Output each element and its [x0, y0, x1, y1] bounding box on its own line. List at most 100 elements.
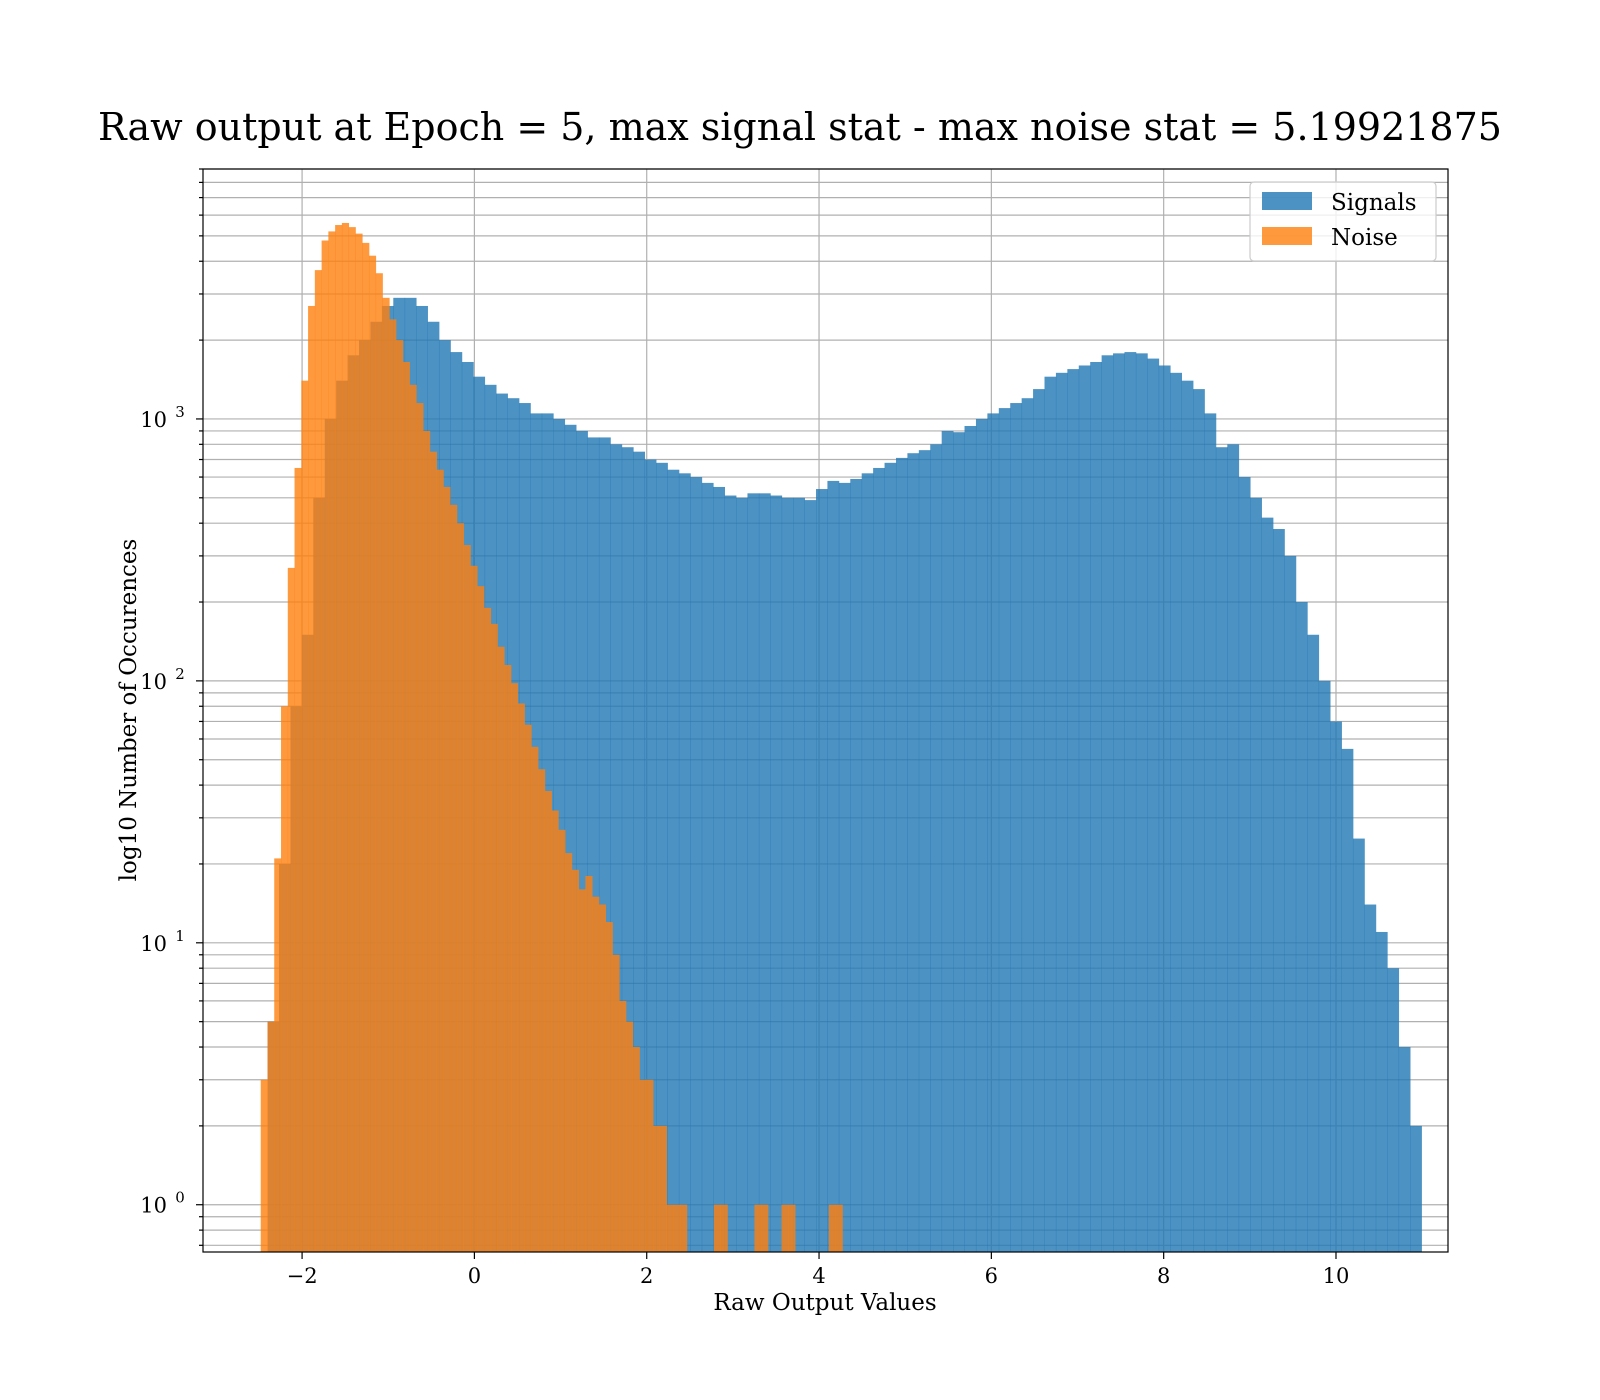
noise-bar [538, 769, 546, 1252]
signals-bar [827, 480, 840, 1252]
signals-bar [644, 459, 657, 1252]
noise-bar [416, 403, 424, 1252]
noise-bar [409, 384, 417, 1252]
signals-bar [861, 473, 874, 1252]
signals-bar [1204, 413, 1217, 1252]
signals-bar [1330, 721, 1342, 1252]
signals-bar [1250, 497, 1262, 1252]
signals-bar [1033, 389, 1045, 1253]
noise-bar [497, 646, 505, 1252]
noise-bar [632, 1047, 640, 1252]
noise-bar [524, 724, 532, 1252]
noise-bar [592, 896, 600, 1252]
signals-bar [1375, 931, 1388, 1252]
noise-bar [531, 746, 539, 1252]
y-tick-label: 10 [140, 1194, 167, 1218]
signals-bar [633, 451, 646, 1252]
signals-bar [1124, 352, 1137, 1253]
noise-bar [402, 361, 410, 1253]
signals-bar [1021, 398, 1034, 1252]
signals-bar [667, 469, 680, 1253]
noise-bar [490, 623, 498, 1252]
noise-bar [781, 1204, 789, 1252]
signals-bar [1215, 447, 1228, 1253]
x-tick-label: 6 [985, 1264, 998, 1288]
signals-bar [918, 450, 931, 1252]
y-tick-exponent: 2 [175, 665, 185, 683]
signals-bar [1158, 365, 1171, 1253]
y-axis-label: log10 Number of Occurences [116, 539, 142, 882]
noise-bar [470, 565, 478, 1252]
signals-bar [736, 497, 748, 1252]
legend-swatch-noise [1262, 227, 1312, 245]
noise-bar [335, 225, 343, 1252]
signals-bar [701, 482, 714, 1252]
signals-bar [964, 425, 977, 1253]
noise-bar [429, 451, 437, 1252]
signals-bar [610, 444, 623, 1253]
signals-bar [576, 430, 588, 1252]
y-tick-exponent: 3 [175, 403, 185, 421]
noise-bar [389, 319, 397, 1252]
noise-bar [828, 1204, 837, 1252]
x-tick-label: 2 [640, 1264, 653, 1288]
noise-bar [260, 1079, 268, 1252]
noise-bar [348, 227, 356, 1253]
y-tick-label: 10 [140, 670, 167, 694]
noise-bar [456, 523, 465, 1252]
noise-bar [565, 853, 573, 1252]
x-tick-label: 10 [1323, 1264, 1350, 1288]
signals-bar [758, 493, 771, 1253]
signals-bar [1318, 680, 1331, 1252]
noise-bar [287, 567, 295, 1252]
signals-bar [690, 477, 703, 1252]
signals-bar [713, 486, 725, 1252]
noise-bar [274, 858, 282, 1252]
noise-bar [362, 242, 370, 1252]
noise-bar [355, 233, 363, 1253]
signals-bar [975, 418, 988, 1252]
signals-bar [930, 444, 943, 1253]
signals-bar [1227, 444, 1240, 1253]
noise-bar [517, 703, 525, 1252]
noise-bar [680, 1204, 688, 1252]
noise-bar [659, 1125, 667, 1252]
signals-bar [1364, 904, 1377, 1252]
y-tick-exponent: 0 [175, 1189, 185, 1207]
signals-bar [1352, 838, 1365, 1252]
noise-bar [436, 469, 444, 1253]
noise-bar [788, 1204, 796, 1252]
signals-bar [770, 495, 783, 1252]
signals-bar [621, 447, 634, 1253]
signals-bar [1307, 634, 1320, 1252]
signals-bar [587, 437, 600, 1252]
plot-frame [202, 168, 1449, 1253]
signals-bar [1238, 477, 1251, 1252]
noise-bar [308, 305, 316, 1253]
noise-bar [544, 790, 552, 1252]
noise-bar [443, 486, 451, 1252]
legend-label-signals: Signals [1331, 190, 1417, 216]
signals-bar [564, 424, 577, 1252]
signals-bar [1044, 376, 1057, 1252]
signals-bar [850, 478, 863, 1253]
noise-bar [368, 255, 377, 1252]
noise-bar [477, 586, 485, 1252]
noise-bar [328, 231, 336, 1252]
noise-bar [571, 869, 580, 1252]
signals-bar [987, 413, 1000, 1252]
noise-bar [713, 1204, 722, 1252]
signals-bar [598, 437, 611, 1252]
noise-bar [639, 1079, 647, 1252]
signals-bar [816, 489, 828, 1252]
signals-bar [1193, 389, 1205, 1253]
chart-title: Raw output at Epoch = 5, max signal stat… [98, 105, 1502, 149]
signals-bar [1295, 602, 1308, 1252]
signals-bar [724, 495, 737, 1252]
signals-bar [895, 457, 908, 1252]
signals-bar [1078, 365, 1091, 1253]
signals-bar [1055, 372, 1068, 1252]
noise-bar [585, 875, 593, 1252]
signals-bar [1101, 355, 1114, 1252]
